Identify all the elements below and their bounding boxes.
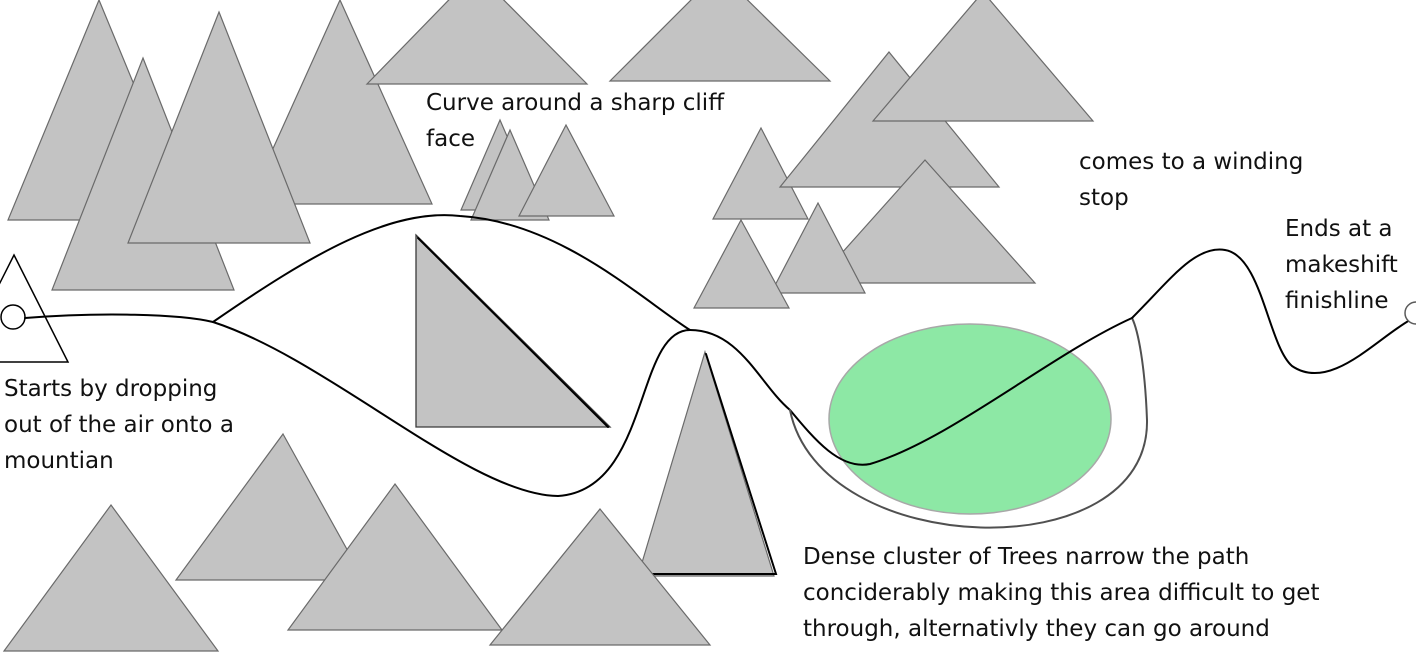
annotation-start: Starts by dropping out of the air onto a… — [4, 371, 304, 479]
tree — [694, 220, 789, 308]
tree — [638, 352, 774, 576]
annotation-dense-trees: Dense cluster of Trees narrow the path c… — [803, 539, 1415, 647]
start-circle — [1, 305, 25, 329]
annotation-cliff: Curve around a sharp cliff face — [426, 85, 766, 157]
tree — [367, 0, 587, 84]
annotation-winding-stop: comes to a winding stop — [1079, 144, 1379, 216]
track-start-segment — [25, 315, 213, 322]
tree — [610, 0, 830, 81]
annotation-finish: Ends at a makeshift finishline — [1285, 211, 1415, 319]
tree — [873, 0, 1093, 121]
